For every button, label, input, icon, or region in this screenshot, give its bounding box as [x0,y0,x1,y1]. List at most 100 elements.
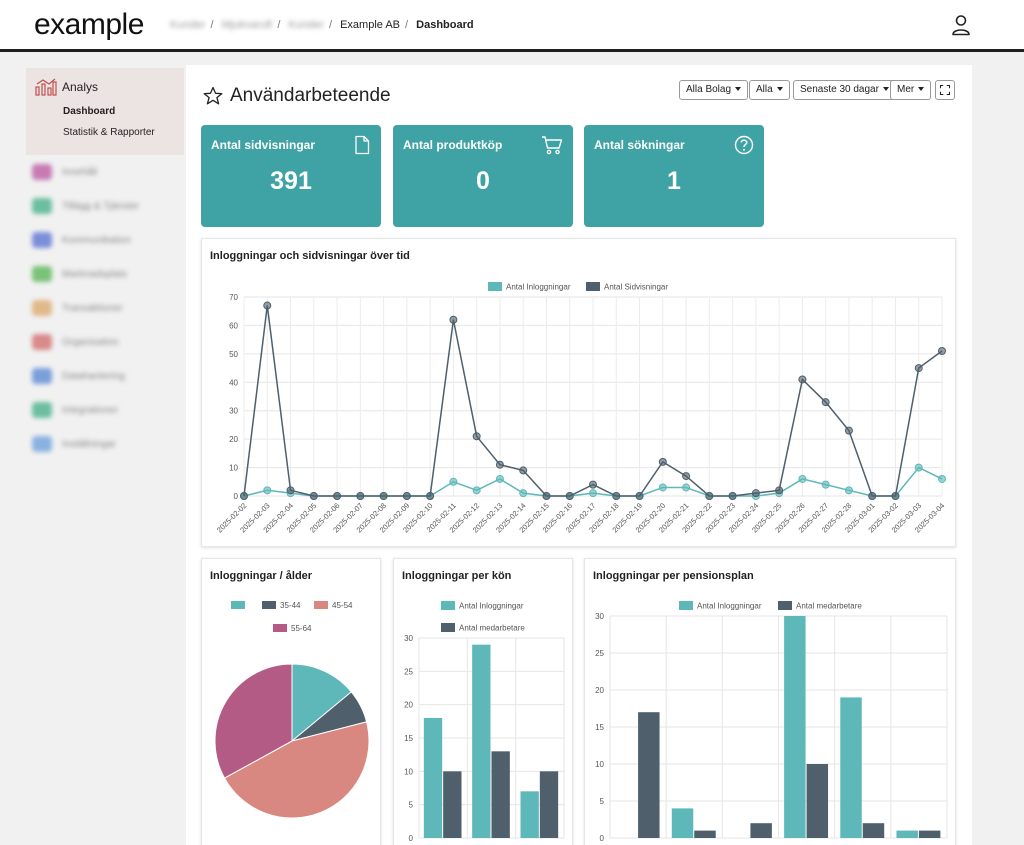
kpi-label: Antal sökningar [594,138,685,152]
data-point [495,474,504,483]
kpi-card-purchases: Antal produktköp 0 [393,125,573,227]
sidebar-item-label: Inställningar [62,438,116,450]
bar [750,823,772,838]
star-icon[interactable] [203,86,223,106]
legend-label: Antal medarbetare [459,624,525,633]
chart-title: Inloggningar per pensionsplan [593,570,754,582]
top-header: example Kunder / Mjukvaruft / Kunder / Exam… [0,0,1024,52]
bar [638,712,660,838]
data-point [775,486,784,495]
legend-swatch [488,282,502,291]
y-tick-label: 20 [595,686,604,695]
y-tick-label: 10 [404,767,413,776]
legend-swatch [314,601,328,609]
data-point [263,301,272,310]
data-point [868,492,877,500]
sidebar-item-dashboard[interactable]: Dashboard [63,106,116,117]
data-point [658,457,667,466]
data-point [449,315,458,324]
legend-label: Antal Sidvisningar [604,283,668,292]
sidebar-item-label: Integrationer [62,404,119,416]
data-point [589,480,597,489]
legend-label: Antal Inloggningar [697,602,762,611]
data-point [821,398,830,407]
sidebar-item[interactable]: Organisation [32,332,172,352]
bar-chart-gender-card: Inloggningar per kön Antal Inloggningar A… [393,558,573,845]
data-point [472,486,481,495]
data-point [333,492,342,500]
legend-label: Antal medarbetare [796,602,862,611]
line-chart: Antal Inloggningar Antal Sidvisningar 0 10 2… [215,282,946,535]
data-point [356,492,365,500]
sidebar-item[interactable]: Marknadsplats [32,264,172,284]
pie-slice [223,721,370,819]
bar [918,830,941,838]
legend-swatch [441,623,455,632]
breadcrumb-item[interactable]: Kunder [170,19,206,31]
sidebar-item[interactable]: Innehåll [32,162,172,182]
pie-chart: 35-44 45-54 55-64 [214,601,370,819]
data-point [682,483,691,492]
sidebar-item[interactable]: Tillägg & Tjänster [32,196,172,216]
data-point [751,489,760,498]
filter-more-dropdown[interactable]: Mer [890,80,932,100]
data-point [426,492,435,500]
bar [784,616,806,838]
y-tick-label: 10 [595,760,604,769]
y-tick-label: 70 [229,293,238,302]
y-tick-label: 5 [600,797,605,806]
sidebar-item[interactable]: Datahantering [32,366,172,386]
user-icon[interactable] [951,14,971,36]
pie-chart-card: Inloggningar / ålder 35-44 45-54 55-64 [201,558,381,845]
filter-all-dropdown[interactable]: Alla [749,80,790,100]
sidebar-item-statistik[interactable]: Statistik & Rapporter [63,127,155,138]
data-point [914,364,923,373]
y-tick-label: 40 [229,378,238,387]
data-point [472,432,481,441]
filter-period-dropdown[interactable]: Senaste 30 dagar [793,80,896,100]
legend-swatch [679,601,693,610]
sidebar-item-icon [32,300,52,316]
bar [671,808,694,838]
y-tick-label: 50 [229,350,238,359]
fullscreen-button[interactable] [935,80,955,100]
y-tick-label: 0 [234,492,239,501]
y-tick-label: 25 [595,649,604,658]
bar [862,823,885,838]
breadcrumb-item[interactable]: Example AB [340,19,401,31]
data-point [798,474,807,483]
sidebar-item-icon [32,164,52,180]
sidebar-item[interactable]: Inställningar [32,434,172,454]
sidebar-item[interactable]: Kommunikation [32,230,172,250]
bar [443,771,462,838]
data-point [612,492,621,500]
sidebar-item-icon [32,232,52,248]
sidebar-item-icon [32,198,52,214]
bar [423,718,443,838]
sidebar-item-analys[interactable]: Analys [62,80,99,94]
pie-slice [214,663,293,779]
sidebar: Analys Dashboard Statistik & Rapporter I… [26,68,184,845]
filter-company-dropdown[interactable]: Alla Bolag [679,80,749,100]
data-point [658,483,667,492]
sidebar-item[interactable]: Integrationer [32,400,172,420]
file-icon [355,135,370,155]
y-tick-label: 60 [229,321,238,330]
data-point [844,486,853,495]
breadcrumb-item[interactable]: Mjukvaruft [221,19,273,31]
legend-swatch [273,624,287,632]
bar [840,697,862,838]
logo[interactable]: example [34,8,144,41]
data-point [263,486,272,495]
bar [520,791,539,838]
bar [539,771,559,838]
sidebar-item[interactable]: Transaktioner [32,298,172,318]
chart-title: Inloggningar per kön [402,570,512,582]
data-point [635,492,644,500]
y-tick-label: 5 [409,801,414,810]
data-point [705,492,714,500]
y-tick-label: 15 [595,723,604,732]
data-point [891,492,900,500]
data-point [449,477,458,486]
breadcrumb-item[interactable]: Kunder [288,19,324,31]
